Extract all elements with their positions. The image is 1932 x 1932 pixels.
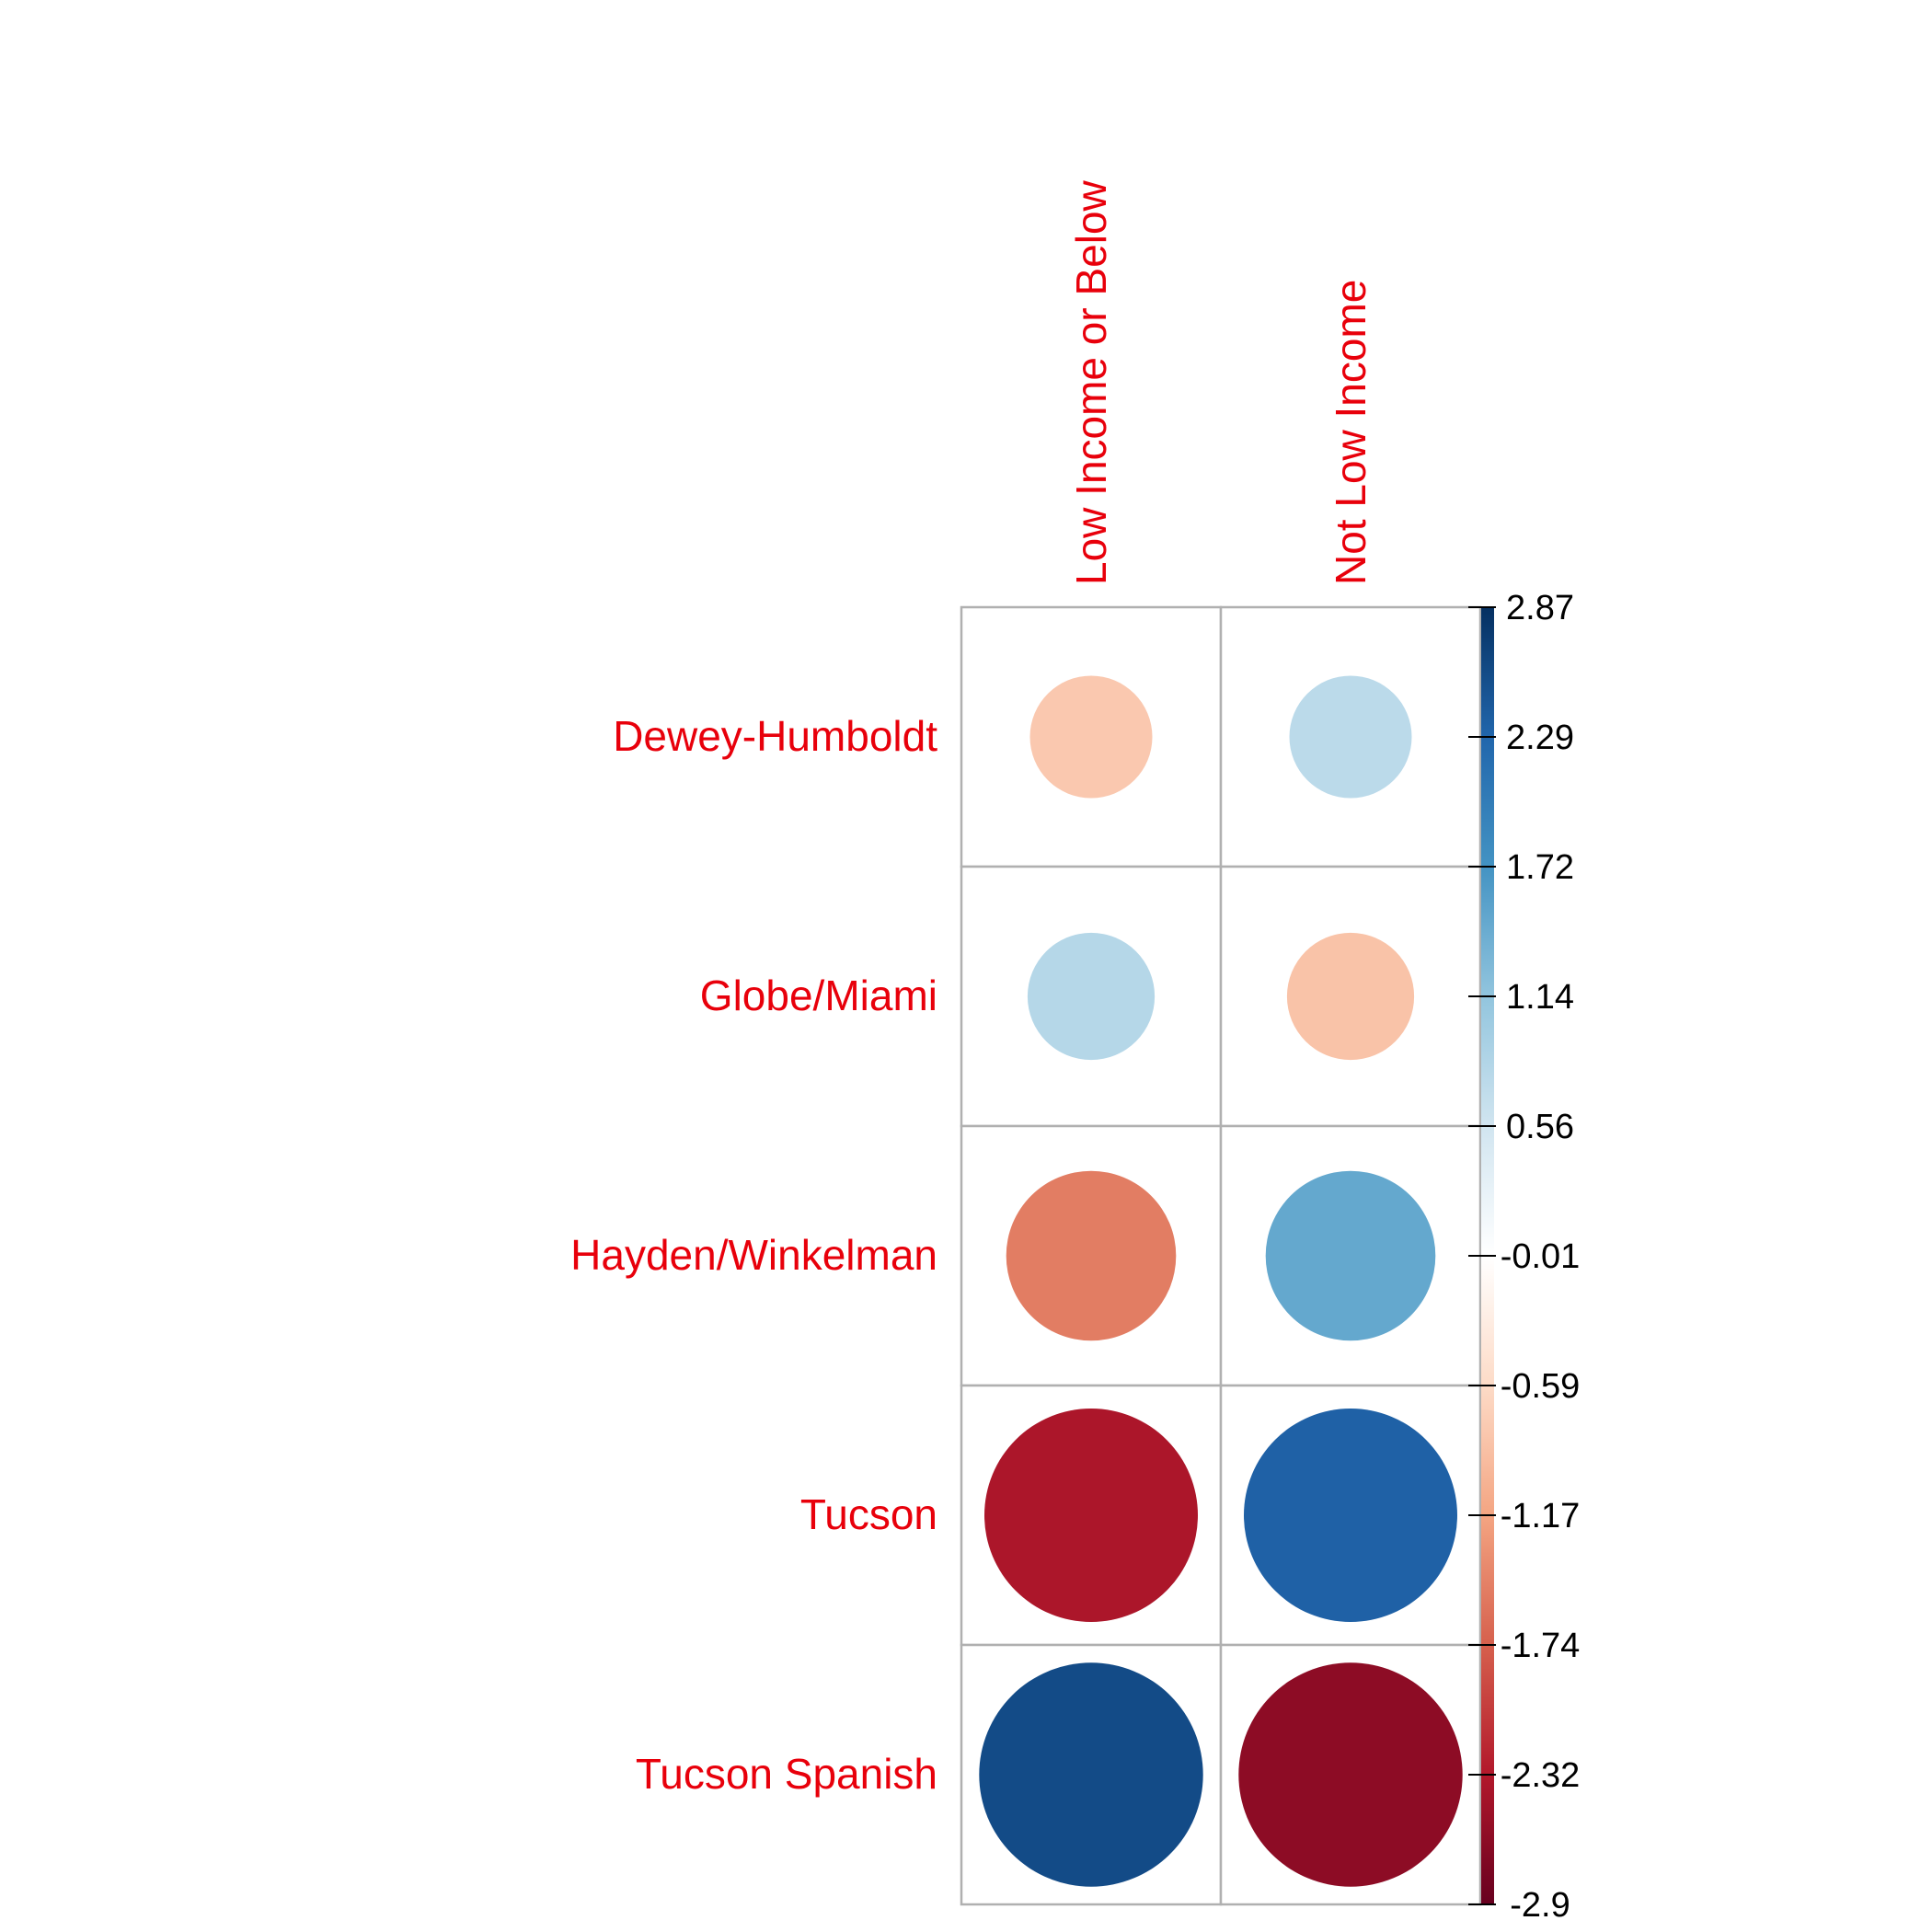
colorbar-tick-label: 1.72 [1506,848,1574,887]
circle-mark [1006,1170,1177,1341]
row-labels: Dewey-Humboldt Globe/Miami Hayden/Winkelma… [570,712,937,1798]
cell-grid [960,605,1482,1906]
colorbar-tick-label: -2.32 [1501,1756,1581,1795]
row-label: Globe/Miami [700,972,937,1019]
circle-mark [1289,675,1412,799]
circle-mark [1244,1409,1457,1622]
circle-mark [1286,932,1415,1061]
circle-mark [1238,1662,1463,1887]
colorbar-tick-label: 1.14 [1506,978,1574,1017]
circle-mark [1265,1170,1436,1341]
circle-marks [979,675,1463,1887]
circle-mark [979,1662,1203,1887]
colorbar-tick-label: -1.74 [1501,1627,1581,1665]
row-label: Dewey-Humboldt [613,712,937,760]
colorbar-tick-label: 2.29 [1506,719,1574,757]
colorbar: 2.87 2.29 1.72 1.14 0.56 -0.01 -0.59 -1.17 -1.74… [1468,589,1580,1925]
circle-mark [1027,932,1156,1061]
row-label: Hayden/Winkelman [570,1231,937,1279]
colorbar-tick-label: 2.87 [1506,589,1574,627]
row-label: Tucson [800,1490,937,1538]
column-label: Not Low Income [1327,280,1374,585]
colorbar-tick-label: -0.01 [1501,1237,1581,1276]
colorbar-tick-label: -1.17 [1501,1497,1581,1535]
colorbar-tick-label: -0.59 [1501,1367,1581,1406]
column-labels: Low Income or Below Not Low Income [1067,179,1374,585]
column-label: Low Income or Below [1067,179,1115,585]
circle-mark [984,1409,1198,1622]
row-label: Tucson Spanish [636,1750,937,1798]
circle-mark [1029,675,1153,799]
colorbar-tick-label: -2.9 [1510,1886,1570,1925]
colorbar-tick-label: 0.56 [1506,1108,1574,1146]
